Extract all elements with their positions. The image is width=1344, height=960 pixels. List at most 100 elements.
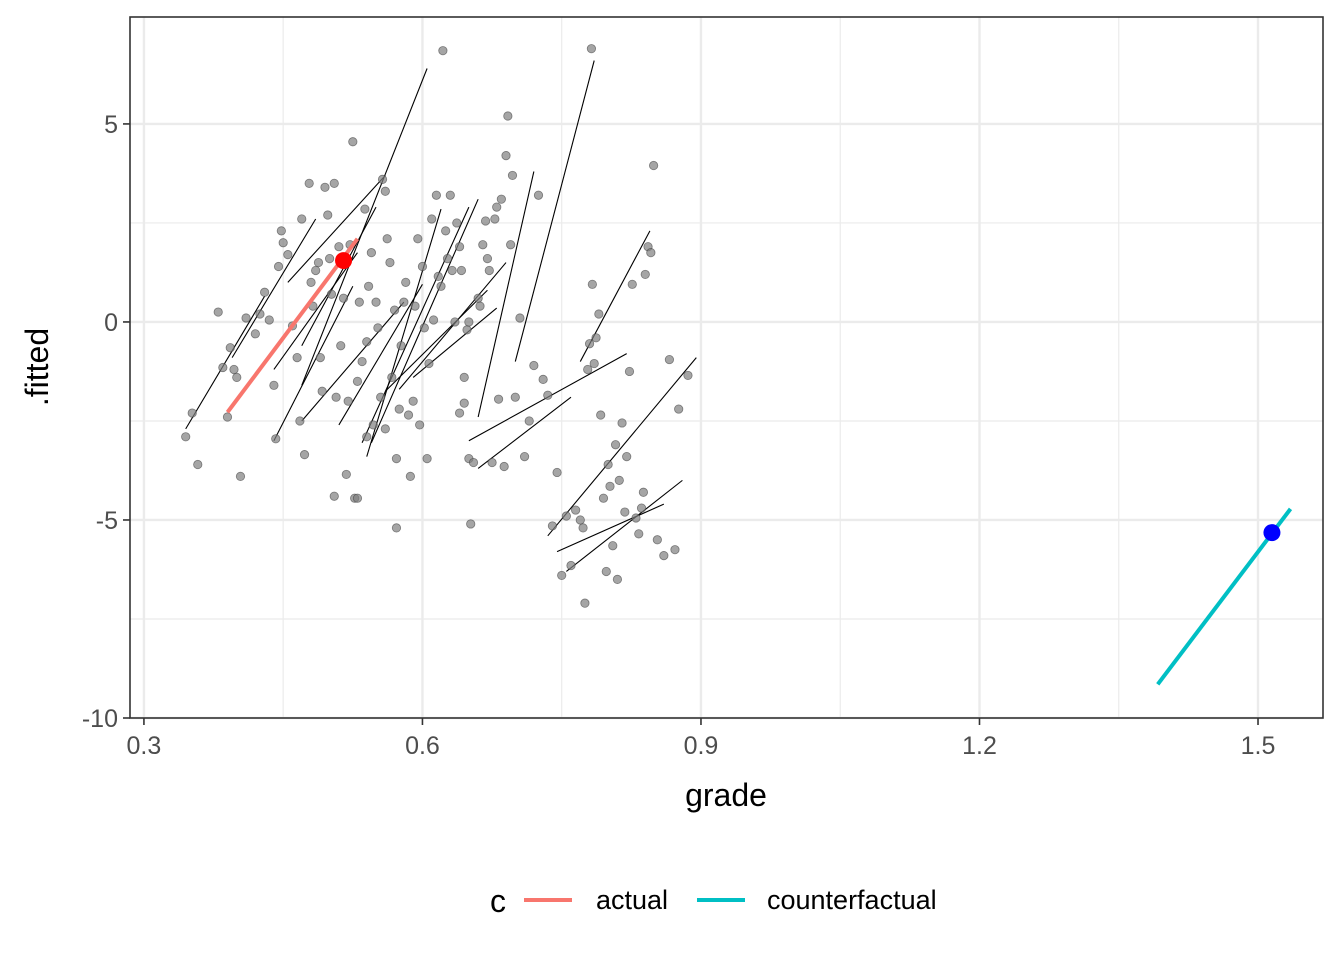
- data-point: [674, 404, 684, 414]
- plot-border: [129, 16, 1324, 719]
- data-point: [323, 210, 333, 220]
- y-axis: -10 -5 0 5: [82, 111, 130, 733]
- data-point: [617, 418, 627, 428]
- data-point: [622, 452, 632, 462]
- data-point: [326, 289, 337, 299]
- data-point: [519, 452, 530, 462]
- legend-label-counterfactual: counterfactual: [767, 885, 937, 915]
- data-point: [683, 370, 693, 381]
- data-point: [348, 137, 358, 147]
- x-axis-title: grade: [685, 777, 767, 813]
- data-point: [484, 265, 494, 276]
- data-point: [441, 226, 451, 236]
- data-point: [493, 394, 504, 404]
- data-point: [408, 396, 418, 406]
- data-point: [442, 253, 453, 264]
- data-point: [468, 457, 479, 468]
- data-point: [636, 503, 647, 513]
- data-point: [368, 420, 378, 430]
- highlights: [225, 237, 1293, 686]
- data-point: [360, 204, 370, 214]
- data-point: [271, 434, 281, 444]
- data-point: [329, 491, 339, 501]
- data-point: [450, 317, 460, 327]
- data-point: [557, 570, 567, 581]
- x-tick-label: 0.9: [684, 732, 719, 760]
- data-point: [354, 297, 364, 307]
- data-point: [380, 424, 390, 434]
- fitted-segment: [477, 171, 535, 418]
- data-point: [652, 535, 662, 545]
- data-point: [547, 521, 558, 531]
- data-point: [371, 297, 381, 307]
- y-tick-label: 5: [104, 111, 118, 139]
- y-tick-label: -10: [82, 705, 118, 733]
- data-point: [456, 265, 467, 276]
- data-point: [380, 186, 390, 196]
- data-point: [376, 392, 386, 402]
- data-point: [634, 529, 644, 539]
- data-point: [492, 202, 502, 212]
- y-tick-label: 0: [104, 309, 118, 337]
- data-point: [452, 218, 462, 228]
- data-point: [529, 360, 539, 371]
- data-point: [482, 253, 493, 264]
- data-point: [315, 352, 325, 363]
- data-point: [433, 271, 443, 282]
- data-point: [466, 519, 476, 529]
- actual-point: [335, 252, 353, 270]
- data-point: [193, 459, 203, 470]
- data-point: [377, 174, 388, 184]
- data-point: [213, 307, 223, 317]
- data-point: [445, 190, 455, 200]
- data-point: [320, 182, 330, 192]
- data-point: [264, 315, 274, 325]
- data-point: [627, 279, 637, 289]
- data-point: [352, 493, 363, 503]
- data-point: [338, 293, 349, 303]
- data-point: [283, 250, 293, 260]
- data-point: [587, 279, 597, 289]
- data-point: [561, 511, 571, 521]
- x-axis: 0.3 0.6 0.9 1.2 1.5: [127, 718, 1275, 760]
- data-point: [417, 261, 428, 272]
- x-tick-label: 0.6: [405, 732, 440, 760]
- data-point: [499, 461, 509, 472]
- data-point: [503, 111, 513, 121]
- data-point: [405, 471, 415, 482]
- x-tick-label: 1.2: [962, 732, 997, 760]
- segments: [185, 60, 697, 572]
- data-point: [646, 248, 656, 258]
- points: [181, 44, 693, 608]
- data-point: [583, 364, 593, 375]
- y-tick-label: -5: [96, 507, 118, 535]
- data-point: [232, 372, 242, 383]
- data-point: [187, 408, 197, 418]
- data-point: [490, 214, 500, 224]
- fitted-segment: [273, 252, 358, 370]
- data-point: [225, 343, 235, 353]
- data-point: [601, 566, 611, 577]
- data-point: [462, 325, 472, 335]
- data-point: [473, 293, 483, 303]
- data-point: [610, 440, 621, 450]
- data-point: [501, 151, 511, 161]
- data-point: [352, 376, 363, 386]
- x-tick-label: 0.3: [127, 732, 162, 760]
- data-point: [357, 356, 367, 367]
- data-point: [612, 574, 623, 584]
- data-point: [278, 238, 288, 248]
- data-point: [475, 301, 485, 311]
- data-point: [235, 471, 246, 482]
- data-point: [566, 560, 576, 571]
- fitted-segment: [231, 218, 317, 358]
- data-point: [297, 214, 307, 224]
- data-point: [510, 392, 520, 402]
- data-point: [664, 354, 675, 365]
- actual-line: [225, 237, 360, 414]
- data-point: [363, 281, 374, 291]
- data-point: [241, 313, 251, 323]
- data-point: [399, 297, 409, 307]
- y-axis-title: .fitted: [19, 328, 55, 406]
